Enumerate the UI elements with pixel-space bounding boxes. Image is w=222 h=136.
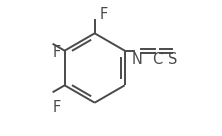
Text: F: F <box>52 45 61 60</box>
Text: F: F <box>52 100 61 115</box>
Text: N: N <box>132 52 143 67</box>
Text: C: C <box>152 52 162 67</box>
Text: S: S <box>168 52 178 67</box>
Text: F: F <box>99 7 108 22</box>
